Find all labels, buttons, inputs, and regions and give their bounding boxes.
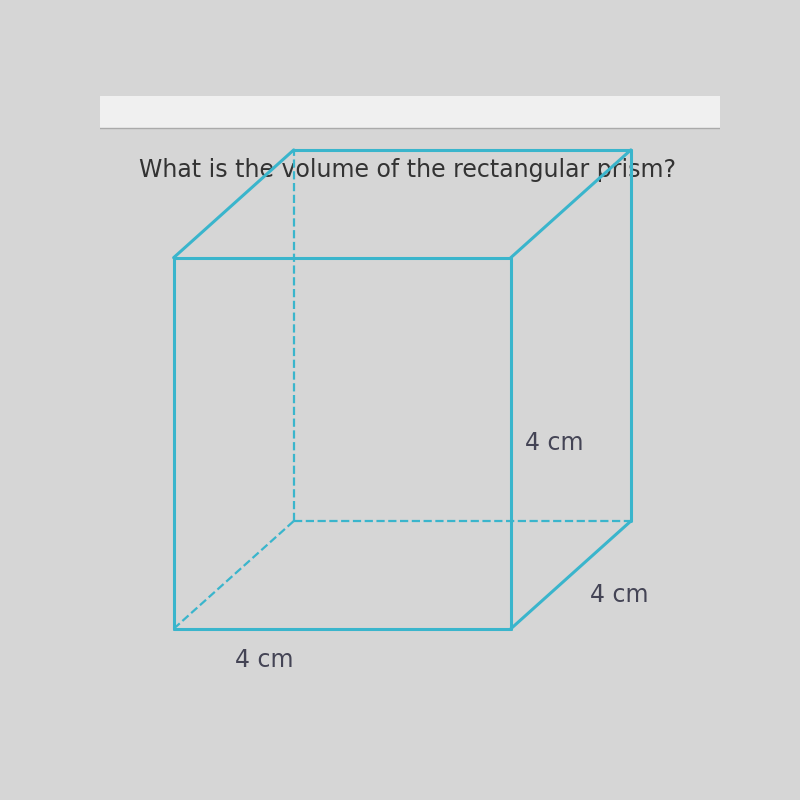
Bar — [100, 96, 720, 126]
Text: 4 cm: 4 cm — [590, 582, 649, 606]
Text: What is the volume of the rectangular prism?: What is the volume of the rectangular pr… — [138, 158, 676, 182]
Text: 4 cm: 4 cm — [525, 431, 583, 455]
Text: 4 cm: 4 cm — [235, 648, 294, 672]
